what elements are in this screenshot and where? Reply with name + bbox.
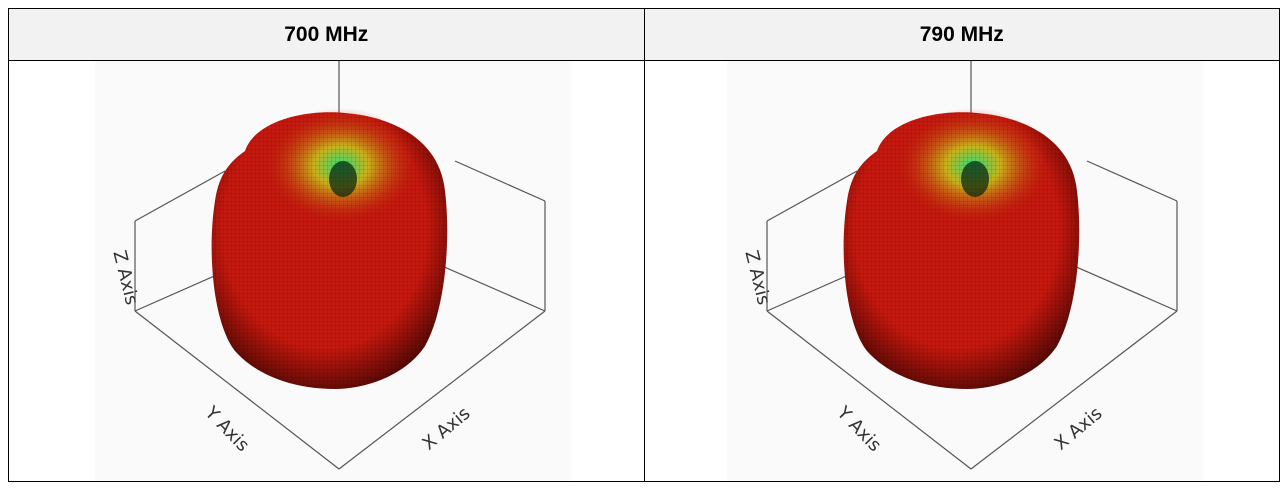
radiation-pattern-700: Z Axis Y Axis X Axis	[95, 61, 571, 481]
radiation-lobe-790	[843, 108, 1079, 390]
column-header-700: 700 MHz	[8, 8, 645, 61]
pattern-cell-790: Z Axis Y Axis X Axis	[643, 60, 1280, 482]
pattern-cell-700: Z Axis Y Axis X Axis	[8, 60, 645, 482]
radiation-pattern-790: Z Axis Y Axis X Axis	[726, 61, 1203, 481]
comparison-table: 700 MHz 790 MHz Z Axis Y Axis X Axis Z A…	[8, 8, 1280, 482]
column-header-790: 790 MHz	[643, 8, 1280, 61]
radiation-lobe-700	[211, 108, 448, 390]
